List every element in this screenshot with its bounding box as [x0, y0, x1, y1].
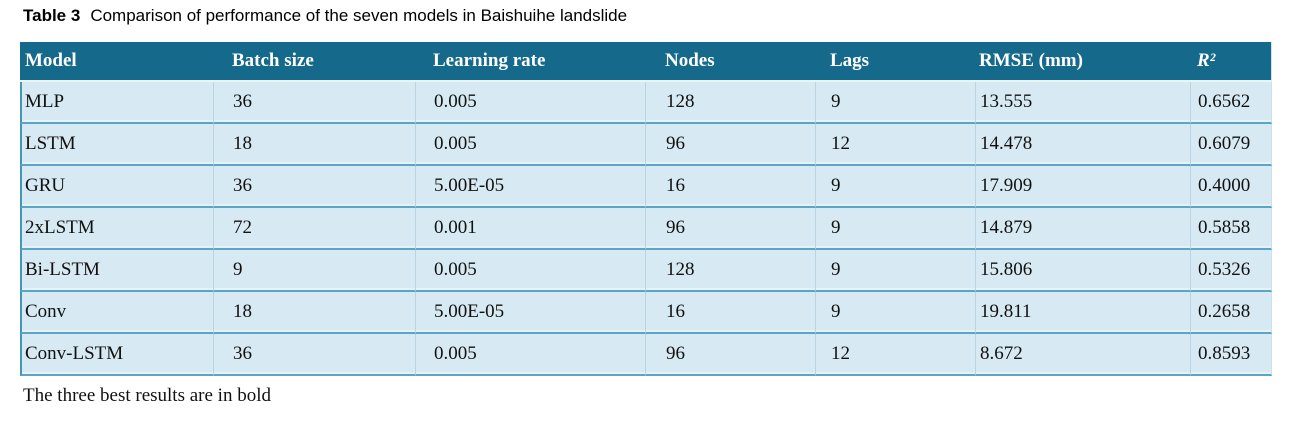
results-table: Model Batch size Learning rate Nodes Lag…	[20, 42, 1272, 376]
cell-learning-rate: 0.005	[415, 250, 645, 292]
cell-lags: 9	[815, 208, 975, 250]
cell-nodes: 128	[645, 250, 815, 292]
cell-rmse: 15.806	[975, 250, 1190, 292]
cell-nodes: 16	[645, 292, 815, 334]
cell-batch-size: 36	[213, 166, 415, 208]
table-footnote: The three best results are in bold	[23, 385, 271, 406]
table-row-conv: Conv 18 5.00E-05 16 9 19.811 0.2658	[20, 292, 1272, 334]
cell-lags: 12	[815, 334, 975, 376]
cell-nodes: 96	[645, 124, 815, 166]
table-caption-text: Comparison of performance of the seven m…	[90, 6, 628, 25]
cell-model: GRU	[20, 166, 213, 208]
col-header-batch-size: Batch size	[213, 42, 415, 82]
cell-model: Conv	[20, 292, 213, 334]
cell-r-squared: 0.5858	[1190, 208, 1272, 250]
cell-rmse: 14.478	[975, 124, 1190, 166]
cell-batch-size: 72	[213, 208, 415, 250]
table-row-mlp: MLP 36 0.005 128 9 13.555 0.6562	[20, 82, 1272, 124]
table-caption-label: Table 3	[23, 6, 81, 25]
cell-rmse: 13.555	[975, 82, 1190, 124]
cell-rmse: 8.672	[975, 334, 1190, 376]
cell-rmse: 14.879	[975, 208, 1190, 250]
col-header-nodes: Nodes	[645, 42, 815, 82]
cell-rmse: 17.909	[975, 166, 1190, 208]
cell-model: Bi-LSTM	[20, 250, 213, 292]
cell-r-squared: 0.2658	[1190, 292, 1272, 334]
table-row-gru: GRU 36 5.00E-05 16 9 17.909 0.4000	[20, 166, 1272, 208]
table-row-conv-lstm: Conv-LSTM 36 0.005 96 12 8.672 0.8593	[20, 334, 1272, 376]
cell-batch-size: 18	[213, 292, 415, 334]
cell-batch-size: 9	[213, 250, 415, 292]
cell-batch-size: 36	[213, 82, 415, 124]
cell-model: LSTM	[20, 124, 213, 166]
cell-learning-rate: 0.005	[415, 124, 645, 166]
cell-rmse: 19.811	[975, 292, 1190, 334]
cell-learning-rate: 0.005	[415, 82, 645, 124]
col-header-model: Model	[20, 42, 213, 82]
header-row: Model Batch size Learning rate Nodes Lag…	[20, 42, 1272, 82]
cell-lags: 9	[815, 292, 975, 334]
cell-lags: 9	[815, 82, 975, 124]
col-header-rmse: RMSE (mm)	[975, 42, 1190, 82]
cell-r-squared: 0.4000	[1190, 166, 1272, 208]
col-header-learning-rate: Learning rate	[415, 42, 645, 82]
cell-model: Conv-LSTM	[20, 334, 213, 376]
cell-learning-rate: 5.00E-05	[415, 166, 645, 208]
table-row-bi-lstm: Bi-LSTM 9 0.005 128 9 15.806 0.5326	[20, 250, 1272, 292]
cell-r-squared: 0.6079	[1190, 124, 1272, 166]
cell-model: 2xLSTM	[20, 208, 213, 250]
cell-model: MLP	[20, 82, 213, 124]
cell-learning-rate: 0.001	[415, 208, 645, 250]
cell-nodes: 96	[645, 208, 815, 250]
cell-lags: 9	[815, 166, 975, 208]
cell-r-squared: 0.5326	[1190, 250, 1272, 292]
cell-learning-rate: 0.005	[415, 334, 645, 376]
table-caption: Table 3 Comparison of performance of the …	[23, 6, 627, 26]
cell-r-squared: 0.8593	[1190, 334, 1272, 376]
cell-nodes: 16	[645, 166, 815, 208]
cell-r-squared: 0.6562	[1190, 82, 1272, 124]
cell-nodes: 128	[645, 82, 815, 124]
cell-batch-size: 18	[213, 124, 415, 166]
cell-batch-size: 36	[213, 334, 415, 376]
col-header-r-squared: R²	[1190, 42, 1272, 82]
cell-nodes: 96	[645, 334, 815, 376]
cell-lags: 9	[815, 250, 975, 292]
table-row-2xlstm: 2xLSTM 72 0.001 96 9 14.879 0.5858	[20, 208, 1272, 250]
cell-learning-rate: 5.00E-05	[415, 292, 645, 334]
cell-lags: 12	[815, 124, 975, 166]
table-row-lstm: LSTM 18 0.005 96 12 14.478 0.6079	[20, 124, 1272, 166]
col-header-lags: Lags	[815, 42, 975, 82]
